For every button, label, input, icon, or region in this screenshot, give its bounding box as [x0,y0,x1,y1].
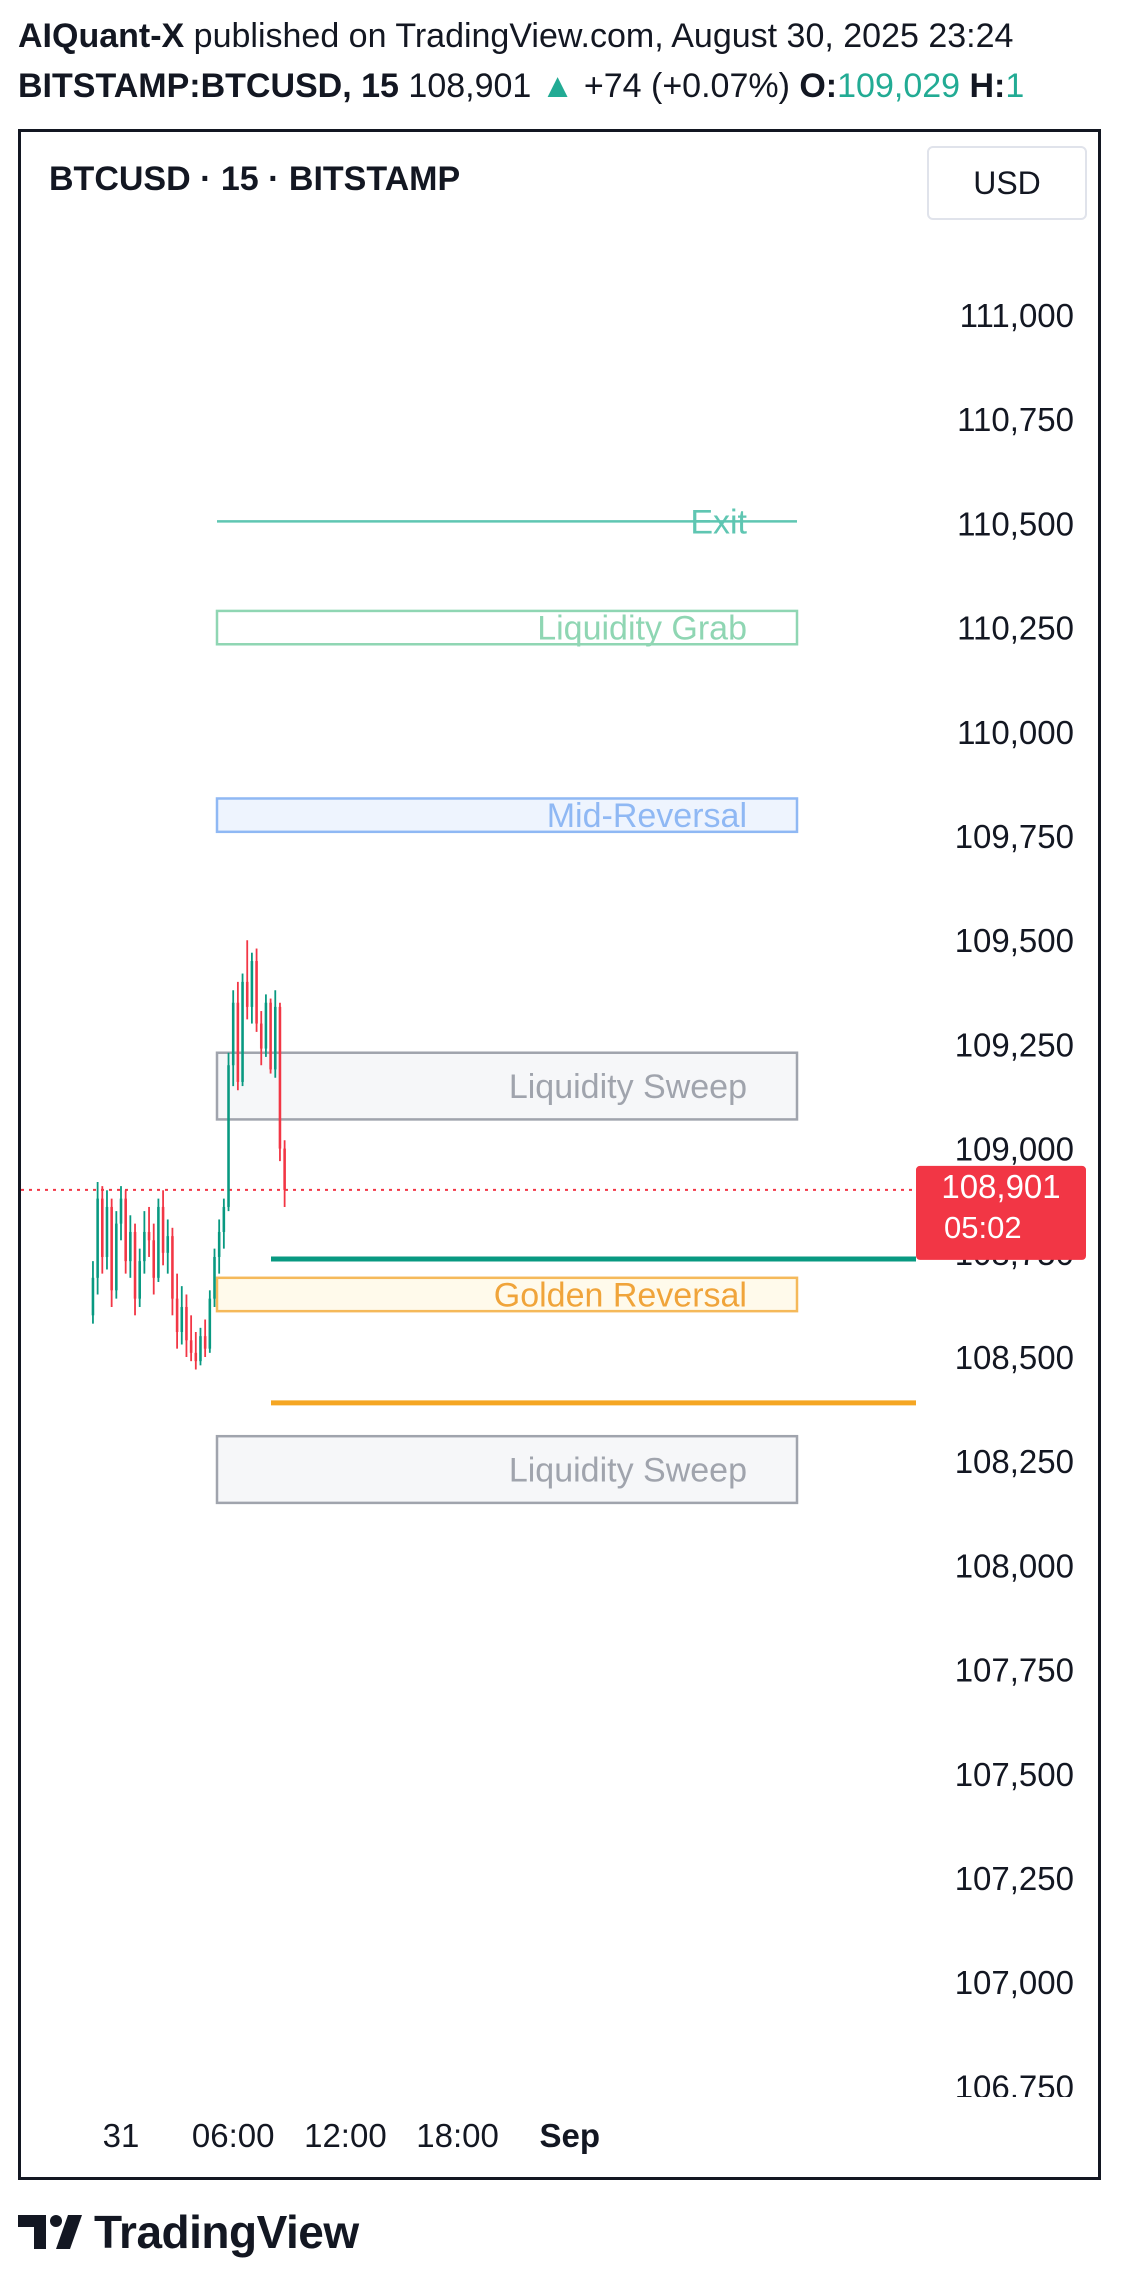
candle-body [236,1002,240,1082]
candle-body [157,1206,160,1278]
open-value: 109,029 [837,67,961,105]
candle-body [166,1236,170,1253]
candle-body [231,1002,235,1066]
candle-body [208,1298,212,1349]
candle-body [152,1240,156,1278]
tradingview-logo[interactable]: TradingView [18,2205,359,2259]
candle-body [101,1198,104,1257]
high-label: H: [969,67,1006,105]
zone-label: Liquidity Sweep [509,1452,747,1490]
y-tick-label: 109,750 [955,818,1074,855]
y-tick-label: 110,500 [957,505,1074,542]
candle-body [133,1231,137,1299]
candle-body [143,1231,146,1262]
currency-button[interactable]: USD [927,146,1087,220]
candle-body [124,1198,127,1262]
candle-body [194,1352,198,1362]
y-tick-label: 109,000 [955,1131,1074,1168]
high-value: 1 [1005,67,1025,105]
last-price: 108,901 [408,67,532,105]
badge-countdown: 05:02 [944,1210,1022,1245]
y-tick-label: 108,500 [955,1339,1074,1376]
candle-body [161,1206,165,1253]
candle-body [96,1198,99,1278]
candle-body [203,1336,207,1349]
y-tick-label: 108,250 [955,1443,1074,1480]
candle-body [119,1198,123,1224]
price-chart[interactable]: 111,000 110,750 110,500 110,250 110,000 109,7… [21,132,1098,2177]
zone-box [215,1051,799,1121]
candle-body [175,1298,179,1332]
author-name: AIQuant-X [18,17,185,55]
y-tick-label: 107,250 [955,1860,1074,1897]
candle-body [129,1231,132,1262]
candle-body [189,1340,193,1353]
price-change: +74 (+0.07%) [583,67,790,105]
symbol-info-bar: BITSTAMP:BTCUSD, 15 108,901 ▲ +74 (+0.07… [18,62,1024,110]
chart-title: BTCUSD · 15 · BITSTAMP [49,160,461,198]
y-tick-label: 110,250 [957,610,1074,647]
candle-body [105,1206,109,1257]
x-tick-label: Sep [540,2117,601,2154]
candle-body [199,1336,202,1362]
candle-body [283,1148,286,1190]
candle-body [245,981,249,1007]
candle-body [269,1002,272,1070]
zone-box [215,1276,799,1313]
y-tick-label: 107,500 [955,1756,1074,1793]
zone-label: Mid-Reversal [547,797,747,835]
y-tick-label: 109,500 [955,922,1074,959]
candle-body [250,961,254,1007]
y-tick-label: 109,250 [955,1026,1074,1063]
open-label: O: [799,67,838,105]
price-badge [916,1165,1086,1260]
zone-box [215,797,799,834]
publish-info: AIQuant-X published on TradingView.com, … [18,12,1013,60]
candle-body [259,1023,263,1049]
chart-frame[interactable]: 111,000 110,750 110,500 110,250 110,000 109,7… [18,129,1101,2180]
candle-body [278,1006,282,1149]
y-tick-label: 110,750 [957,401,1074,438]
zone-box [215,1434,799,1505]
zone-label: Liquidity Grab [537,610,747,648]
candle-body [255,961,258,1024]
badge-price: 108,901 [941,1168,1060,1205]
y-tick-label: 111,000 [960,297,1074,334]
candle-body [213,1256,216,1299]
zone-label: Golden Reversal [494,1276,747,1314]
candle-body [217,1231,221,1257]
x-tick-label: 31 [103,2117,140,2154]
y-tick-label: 107,000 [955,1964,1074,2001]
candle-body [180,1306,184,1332]
candle-body [264,1002,268,1049]
symbol-label: BITSTAMP:BTCUSD, 15 [18,67,399,105]
candle-body [171,1236,174,1299]
y-tick-label: 107,750 [955,1652,1074,1689]
published-text: published on TradingView.com, August 30,… [184,17,1014,55]
zone-label: Liquidity Sweep [509,1068,747,1106]
candle-body [185,1306,188,1341]
x-tick-label: 06:00 [192,2117,275,2154]
candle-body [222,1206,226,1232]
candle-body [227,1065,230,1207]
tradingview-logo-icon [18,2215,82,2249]
exit-label: Exit [690,503,747,541]
y-tick-label: 108,000 [955,1547,1074,1584]
x-tick-label: 12:00 [304,2117,387,2154]
zone-box [215,609,799,646]
y-tick-label: 110,000 [957,714,1074,751]
candle-body [110,1206,113,1291]
x-axis-area [21,2097,1098,2177]
candle-body [147,1231,151,1241]
brand-text: TradingView [94,2206,359,2258]
candle-body [115,1223,118,1291]
candle-body [241,981,244,1082]
candle-body [138,1261,141,1299]
candle-body [273,1006,277,1070]
up-triangle-icon: ▲ [540,67,575,105]
x-tick-label: 18:00 [416,2117,499,2154]
candle-body [91,1277,95,1316]
